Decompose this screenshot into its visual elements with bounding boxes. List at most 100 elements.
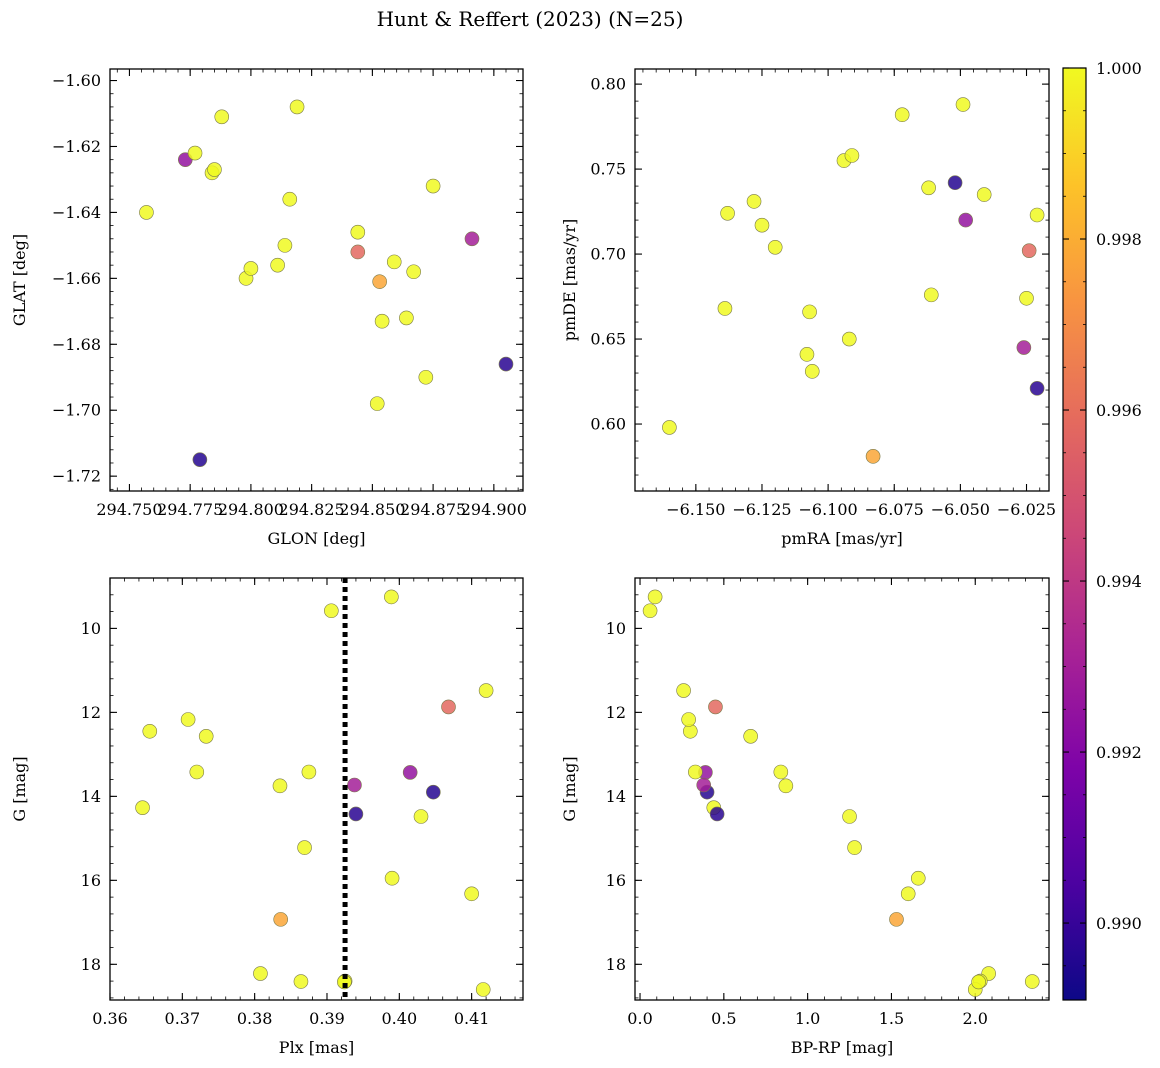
y-tick-label: 18 bbox=[81, 955, 101, 974]
scatter-point bbox=[841, 331, 857, 347]
scatter-point bbox=[971, 974, 986, 990]
x-tick-label: 1.0 bbox=[795, 1009, 820, 1028]
scatter-point bbox=[464, 886, 479, 902]
colorbar-tick-label: 0.998 bbox=[1096, 230, 1142, 249]
scatter-point bbox=[464, 231, 480, 247]
scatter-point bbox=[441, 699, 456, 715]
x-tick-label: 294.750 bbox=[96, 500, 162, 519]
scatter-point bbox=[418, 369, 434, 385]
scatter-points bbox=[135, 589, 494, 997]
colorbar-tick-label: 0.992 bbox=[1096, 743, 1142, 762]
scatter-point bbox=[207, 162, 222, 177]
x-tick-label: 0.0 bbox=[627, 1009, 652, 1028]
scatter-point bbox=[272, 778, 288, 794]
scatter-point bbox=[198, 729, 214, 744]
scatter-point bbox=[976, 187, 992, 202]
x-tick-label: 0.38 bbox=[237, 1009, 273, 1028]
scatter-points bbox=[139, 99, 514, 467]
scatter-point bbox=[426, 784, 441, 800]
x-tick-label: 0.37 bbox=[165, 1009, 201, 1028]
scatter-point bbox=[139, 205, 154, 220]
scatter-point bbox=[802, 304, 817, 320]
x-tick-label: −6.150 bbox=[666, 500, 725, 519]
y-tick-label: 0.60 bbox=[590, 415, 626, 434]
y-tick-label: −1.62 bbox=[52, 137, 101, 156]
scatter-point bbox=[386, 254, 402, 270]
scatter-point bbox=[187, 145, 203, 161]
y-tick-label: 0.65 bbox=[590, 330, 626, 349]
x-tick-label: 294.800 bbox=[218, 500, 284, 519]
x-tick-label: 0.40 bbox=[382, 1009, 418, 1028]
scatter-point bbox=[889, 912, 904, 927]
x-tick-label: −6.125 bbox=[732, 500, 791, 519]
x-tick-label: 294.900 bbox=[461, 500, 527, 519]
panel-plx-g: 0.36 0.37 0.38 0.39 0.40 0.41 10 12 14 16 18 Plx [m… bbox=[10, 577, 524, 1057]
scatter-point bbox=[955, 97, 971, 112]
scatter-point bbox=[746, 194, 762, 209]
scatter-point bbox=[696, 777, 712, 793]
colorbar-tick-label: 1.000 bbox=[1096, 59, 1142, 78]
scatter-point bbox=[900, 886, 916, 902]
scatter-point bbox=[947, 175, 963, 191]
scatter-point bbox=[773, 764, 789, 780]
y-tick-label: 18 bbox=[606, 955, 626, 974]
scatter-point bbox=[384, 870, 400, 886]
y-tick-label: −1.64 bbox=[52, 203, 101, 222]
x-tick-label: −6.025 bbox=[997, 500, 1056, 519]
y-tick-label: −1.70 bbox=[52, 401, 101, 420]
y-axis-label: G [mag] bbox=[10, 756, 29, 821]
scatter-point bbox=[910, 870, 926, 886]
x-tick-label: 294.875 bbox=[400, 500, 466, 519]
scatter-point bbox=[289, 99, 305, 115]
scatter-point bbox=[709, 806, 725, 822]
y-tick-label: 10 bbox=[81, 619, 101, 638]
x-axis-label: Plx [mas] bbox=[279, 1038, 354, 1057]
scatter-point bbox=[743, 729, 758, 744]
x-tick-label: 294.850 bbox=[339, 500, 405, 519]
x-tick-label: −6.050 bbox=[931, 500, 990, 519]
x-tick-label: 294.825 bbox=[279, 500, 345, 519]
scatter-point bbox=[1019, 290, 1034, 306]
scatter-point bbox=[253, 966, 268, 981]
scatter-point bbox=[720, 205, 735, 221]
x-tick-label: 0.5 bbox=[711, 1009, 736, 1028]
scatter-point bbox=[676, 683, 691, 698]
x-tick-label: 294.775 bbox=[157, 500, 223, 519]
scatter-point bbox=[1024, 974, 1040, 989]
scatter-point bbox=[348, 806, 364, 822]
y-tick-label: 0.80 bbox=[590, 75, 626, 94]
scatter-points bbox=[642, 589, 1040, 997]
scatter-point bbox=[1029, 207, 1045, 223]
x-tick-label: 0.36 bbox=[92, 1009, 128, 1028]
scatter-point bbox=[350, 224, 366, 240]
panel-glon-glat: 294.750294.775294.800294.825294.850294.8… bbox=[10, 68, 527, 548]
x-axis-label: pmRA [mas/yr] bbox=[781, 529, 903, 548]
x-axis-label: BP-RP [mag] bbox=[791, 1038, 893, 1057]
scatter-point bbox=[214, 109, 230, 125]
scatter-point bbox=[399, 310, 414, 326]
scatter-point bbox=[293, 974, 309, 989]
colorbar: 0.990 0.992 0.994 0.996 0.998 1.000 bbox=[1062, 59, 1142, 1001]
scatter-point bbox=[923, 287, 939, 303]
y-tick-label: 16 bbox=[606, 871, 626, 890]
y-tick-label: 16 bbox=[81, 871, 101, 890]
x-tick-label: −6.100 bbox=[799, 500, 858, 519]
colorbar-tick-label: 0.990 bbox=[1096, 914, 1142, 933]
scatter-point bbox=[180, 712, 196, 727]
y-tick-label: 14 bbox=[81, 787, 101, 806]
scatter-point bbox=[754, 217, 770, 233]
scatter-point bbox=[921, 180, 936, 196]
scatter-point bbox=[842, 809, 857, 824]
scatter-points bbox=[662, 97, 1045, 464]
scatter-point bbox=[844, 148, 860, 163]
plot-frame bbox=[634, 68, 1050, 492]
x-tick-label: −6.075 bbox=[865, 500, 924, 519]
scatter-point bbox=[406, 264, 421, 280]
y-tick-label: −1.66 bbox=[52, 269, 101, 288]
scatter-point bbox=[865, 449, 881, 464]
scatter-point bbox=[717, 301, 733, 316]
x-axis-label: GLON [deg] bbox=[267, 529, 365, 548]
x-tick-label: 0.39 bbox=[309, 1009, 345, 1028]
scatter-point bbox=[350, 244, 366, 260]
